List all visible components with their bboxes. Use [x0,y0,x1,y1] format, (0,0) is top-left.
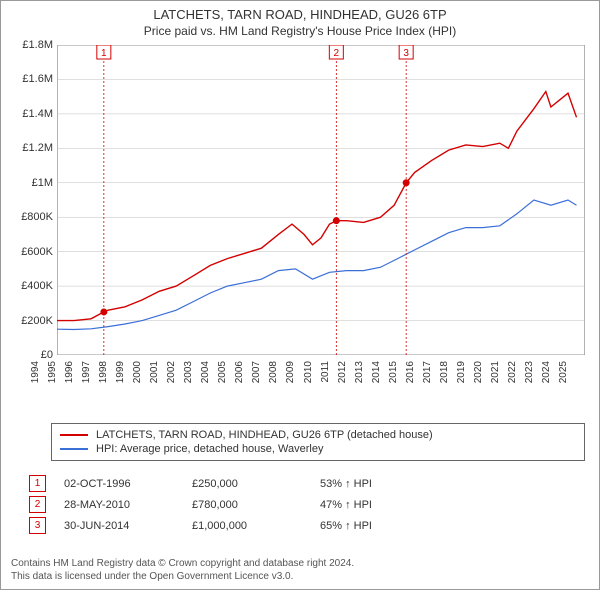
event-delta: 47% ↑ HPI [320,499,372,511]
event-row: 1 02-OCT-1996 £250,000 53% ↑ HPI [29,473,372,494]
event-delta: 53% ↑ HPI [320,478,372,490]
event-list: 1 02-OCT-1996 £250,000 53% ↑ HPI 2 28-MAY-201… [29,473,372,536]
footer: Contains HM Land Registry data © Crown c… [11,557,589,583]
event-marker-icon: 2 [29,496,46,513]
chart-area: £0 £200K £400K £600K £800K £1M £1.2M £1.4M £1.6M… [9,45,591,415]
event-marker-icon: 1 [29,475,46,492]
footer-line-2: This data is licensed under the Open Gov… [11,570,589,583]
y-axis-label: £200K [9,315,53,327]
legend-label: LATCHETS, TARN ROAD, HINDHEAD, GU26 6TP … [96,429,433,441]
y-axis-label: £0 [9,349,53,361]
y-axis-label: £600K [9,246,53,258]
event-marker-icon: 3 [29,517,46,534]
event-date: 28-MAY-2010 [64,499,174,511]
legend-swatch [60,434,88,436]
chart-subtitle: Price paid vs. HM Land Registry's House … [1,22,599,42]
legend-item: LATCHETS, TARN ROAD, HINDHEAD, GU26 6TP … [60,428,576,442]
legend-swatch [60,448,88,450]
event-row: 3 30-JUN-2014 £1,000,000 65% ↑ HPI [29,515,372,536]
chart-container: { "title": "LATCHETS, TARN ROAD, HINDHEA… [0,0,600,590]
event-date: 02-OCT-1996 [64,478,174,490]
y-axis-label: £1.4M [9,108,53,120]
footer-line-1: Contains HM Land Registry data © Crown c… [11,557,589,570]
legend-label: HPI: Average price, detached house, Wave… [96,443,323,455]
svg-text:1: 1 [101,48,107,59]
chart-svg: 1 2 3 [57,45,585,355]
y-axis-label: £800K [9,211,53,223]
event-price: £780,000 [192,499,302,511]
legend: LATCHETS, TARN ROAD, HINDHEAD, GU26 6TP … [51,423,585,461]
event-price: £1,000,000 [192,520,302,532]
event-row: 2 28-MAY-2010 £780,000 47% ↑ HPI [29,494,372,515]
legend-item: HPI: Average price, detached house, Wave… [60,442,576,456]
chart-title: LATCHETS, TARN ROAD, HINDHEAD, GU26 6TP [1,1,599,22]
event-delta: 65% ↑ HPI [320,520,372,532]
svg-text:3: 3 [403,48,409,59]
y-axis-label: £1.6M [9,73,53,85]
x-axis-label: 2025 [558,361,600,383]
svg-text:2: 2 [334,48,340,59]
y-axis-label: £1.8M [9,39,53,51]
event-price: £250,000 [192,478,302,490]
event-date: 30-JUN-2014 [64,520,174,532]
y-axis-label: £400K [9,280,53,292]
y-axis-label: £1M [9,177,53,189]
y-axis-label: £1.2M [9,142,53,154]
